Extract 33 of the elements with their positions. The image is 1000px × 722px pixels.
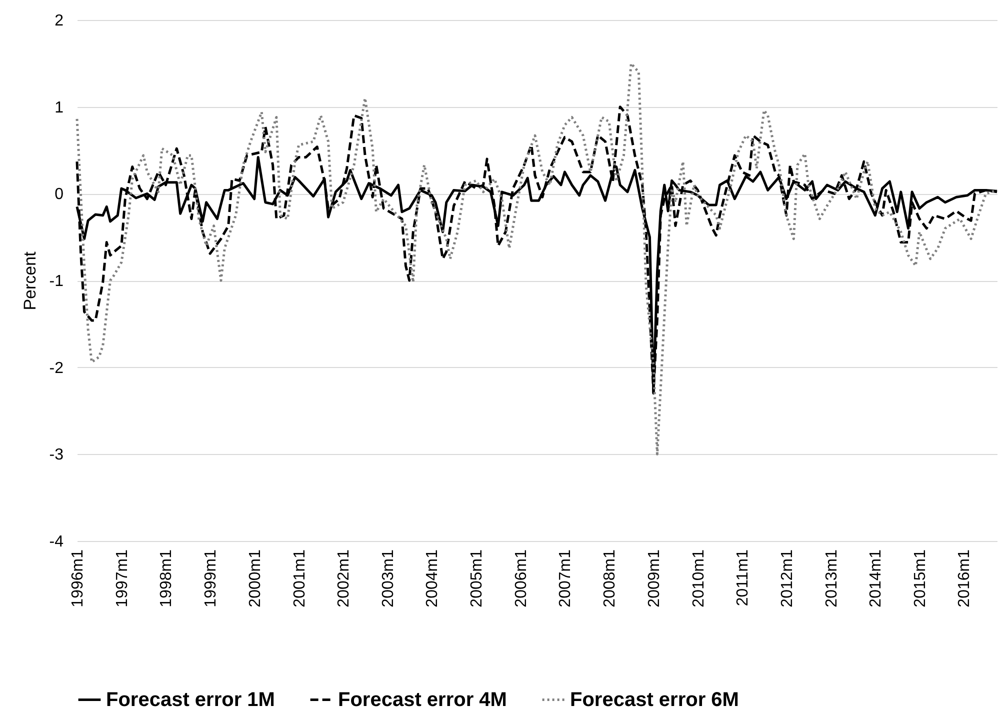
x-tick-label: 2004m1 <box>424 549 442 608</box>
x-tick-label: 2014m1 <box>868 549 885 608</box>
x-tick-label: 2010m1 <box>690 549 708 608</box>
x-tick-label: 2006m1 <box>512 549 530 608</box>
x-tick-label: 2016m1 <box>956 549 974 608</box>
y-tick-label: -1 <box>49 273 64 290</box>
y-tick-label: -4 <box>49 534 64 550</box>
x-tick-label: 1999m1 <box>202 549 220 608</box>
x-tick-label: 2007m1 <box>557 549 574 608</box>
legend-label: Forecast error 4M <box>338 688 507 711</box>
x-tick-label: 2002m1 <box>336 549 353 608</box>
x-tick-label: 2001m1 <box>291 549 308 608</box>
x-tick-label: 1997m1 <box>114 549 131 608</box>
x-tick-label: 2005m1 <box>468 549 486 608</box>
x-tick-label: 2009m1 <box>646 549 663 608</box>
x-tick-label: 2015m1 <box>912 549 929 608</box>
y-axis-title: Percent <box>20 251 40 310</box>
y-tick-label: 0 <box>54 186 64 204</box>
x-tick-label: 2000m1 <box>246 549 264 608</box>
x-tick-label: 2011m1 <box>734 549 752 606</box>
y-tick-label: 1 <box>54 99 64 116</box>
y-tick-label: -3 <box>49 446 64 464</box>
x-tick-label: 2013m1 <box>823 549 840 608</box>
y-tick-label: -2 <box>49 360 64 377</box>
legend-label: Forecast error 6M <box>570 688 739 711</box>
y-tick-label: 2 <box>54 12 64 30</box>
legend-label: Forecast error 1M <box>106 688 275 711</box>
x-tick-label: 2008m1 <box>602 549 619 608</box>
x-tick-label: 1998m1 <box>158 549 176 608</box>
x-tick-label: 2012m1 <box>778 549 796 608</box>
line-series <box>76 62 998 456</box>
x-tick-label: 2003m1 <box>380 549 397 608</box>
x-tick-label: 1996m1 <box>70 549 86 608</box>
